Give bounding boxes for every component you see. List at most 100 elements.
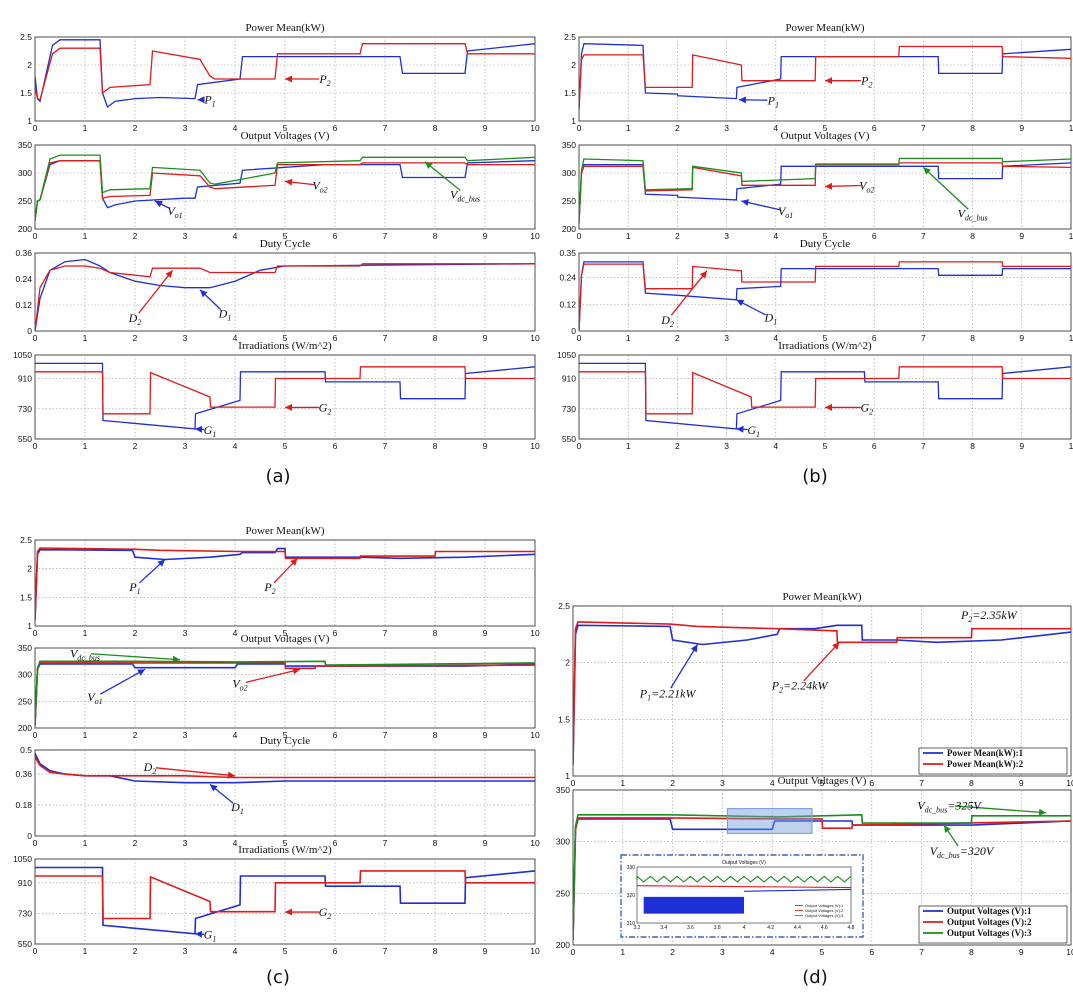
series-group — [35, 362, 535, 430]
annotation-label: G2 — [860, 400, 873, 416]
y-tick-label: 550 — [18, 939, 32, 949]
x-tick-label: 9 — [1019, 947, 1024, 957]
x-tick-label: 2 — [670, 778, 675, 788]
x-tick-label: 10 — [530, 333, 540, 343]
annotation-arrowhead — [200, 289, 208, 298]
subfigure-label: (d) — [802, 967, 827, 988]
y-tick-label: 730 — [18, 908, 32, 918]
series-line-2 — [579, 157, 1071, 224]
annotation-label: Vdc_bus — [70, 646, 100, 662]
x-tick-label: 1 — [626, 441, 631, 451]
x-tick-label: 6 — [333, 838, 338, 848]
y-tick-label: 0.18 — [15, 800, 32, 810]
annotation-arrowhead — [285, 403, 292, 411]
x-tick-label: 7 — [383, 123, 388, 133]
inset-y-tick: 330 — [627, 865, 636, 871]
annotation-label: P1=2.21kW — [639, 686, 697, 702]
y-tick-label: 2 — [571, 60, 576, 70]
x-tick-label: 3 — [183, 441, 188, 451]
y-tick-label: 0.36 — [15, 769, 32, 779]
annotation-label: Vo1 — [167, 204, 182, 220]
panel-2-3: Irradiations (W/m^2)0 1 2 3 4 5 6 7 8 9 1055073091… — [13, 844, 540, 956]
x-tick-label: 7 — [383, 441, 388, 451]
x-tick-label: 3 — [183, 946, 188, 956]
x-tick-label: 2 — [675, 123, 680, 133]
panel-0-1: Output Voltages (V) 0 1 2 3 4 5 6 7 8 9 10 200 250 300… — [18, 130, 540, 241]
x-tick-label: 7 — [383, 628, 388, 638]
annotation-arrowhead — [197, 96, 205, 104]
x-tick-label: 5 — [820, 947, 825, 957]
x-tick-label: 1 — [620, 778, 625, 788]
panel-title: Irradiations (W/m^2) — [238, 844, 332, 856]
series-line-2 — [573, 813, 1071, 940]
x-tick-label: 9 — [1019, 123, 1024, 133]
inset-title: Output Voltages (V) — [722, 860, 766, 866]
x-tick-label: 6 — [333, 628, 338, 638]
x-tick-label: 10 — [530, 838, 540, 848]
x-tick-label: 4 — [233, 441, 238, 451]
y-tick-label: 350 — [562, 140, 576, 150]
x-tick-label: 7 — [921, 123, 926, 133]
x-tick-label: 9 — [1019, 778, 1024, 788]
x-tick-label: 2 — [675, 231, 680, 241]
x-tick-label: 3 — [183, 333, 188, 343]
y-tick-label: 200 — [18, 723, 32, 733]
annotation-arrow — [954, 805, 1047, 814]
x-tick-label: 5 — [823, 123, 828, 133]
series-line-1 — [35, 870, 535, 920]
annotation-arrow — [155, 767, 236, 777]
x-tick-label: 6 — [872, 123, 877, 133]
x-tick-label: 3 — [724, 123, 729, 133]
x-tick-label: 1 — [1069, 441, 1073, 451]
annotation-arrow — [99, 668, 146, 695]
panel-title: Irradiations (W/m^2) — [238, 340, 332, 352]
x-tick-label: 4 — [770, 778, 775, 788]
x-tick-label: 6 — [333, 333, 338, 343]
x-tick-label: 1 — [1069, 333, 1073, 343]
x-tick-label: 6 — [333, 231, 338, 241]
y-tick-label: 910 — [18, 878, 32, 888]
y-tick-label: 2.5 — [20, 535, 32, 545]
x-tick-label: 4 — [773, 123, 778, 133]
annotation-arrowhead — [741, 199, 749, 206]
annotation-arrowhead — [292, 667, 300, 675]
y-tick-label: 2.5 — [564, 32, 576, 42]
x-tick-label: 2 — [133, 441, 138, 451]
annotation-arrowhead — [1038, 808, 1047, 816]
series-group — [579, 43, 1071, 110]
y-tick-label: 350 — [18, 140, 32, 150]
annotation-arrow — [245, 668, 301, 683]
series-line-1 — [35, 756, 535, 779]
panel-title: Power Mean(kW) — [245, 525, 324, 537]
zoom-region — [726, 808, 813, 834]
y-tick-label: 350 — [18, 643, 32, 653]
x-tick-label: 1 — [83, 838, 88, 848]
annotation-label: Vdc_bus=325V — [917, 799, 982, 815]
y-tick-label: 2.5 — [558, 601, 570, 611]
x-tick-label: 4 — [770, 947, 775, 957]
x-tick-label: 1 — [620, 947, 625, 957]
x-tick-label: 8 — [970, 123, 975, 133]
x-tick-label: 8 — [433, 333, 438, 343]
x-tick-label: 7 — [921, 333, 926, 343]
y-tick-label: 250 — [18, 696, 32, 706]
annotation-arrow — [138, 269, 174, 314]
y-tick-label: 200 — [18, 224, 32, 234]
series-line-2 — [35, 154, 535, 221]
annotation-arrowhead — [944, 825, 951, 833]
y-tick-label: 250 — [556, 888, 570, 898]
x-tick-label: 2 — [133, 838, 138, 848]
panel-0-3: Irradiations (W/m^2)0 1 2 3 4 5 6 7 8 9 1055073091… — [13, 340, 540, 451]
figure-3: Power Mean(kW)01234567891011.522.5P1=2.2… — [556, 591, 1073, 988]
x-tick-label: 4 — [773, 441, 778, 451]
x-tick-label: 2 — [133, 333, 138, 343]
annotation-label: Vo1 — [87, 690, 102, 706]
x-tick-label: 4 — [233, 231, 238, 241]
x-tick-label: 2 — [133, 946, 138, 956]
inset-series-3 — [636, 875, 852, 883]
panel-3-0: Power Mean(kW)01234567891011.522.5P1=2.2… — [558, 591, 1073, 788]
x-tick-label: 4 — [233, 946, 238, 956]
annotation-arrowhead — [285, 908, 292, 916]
annotation-arrow — [922, 166, 969, 210]
x-tick-label: 4 — [233, 838, 238, 848]
